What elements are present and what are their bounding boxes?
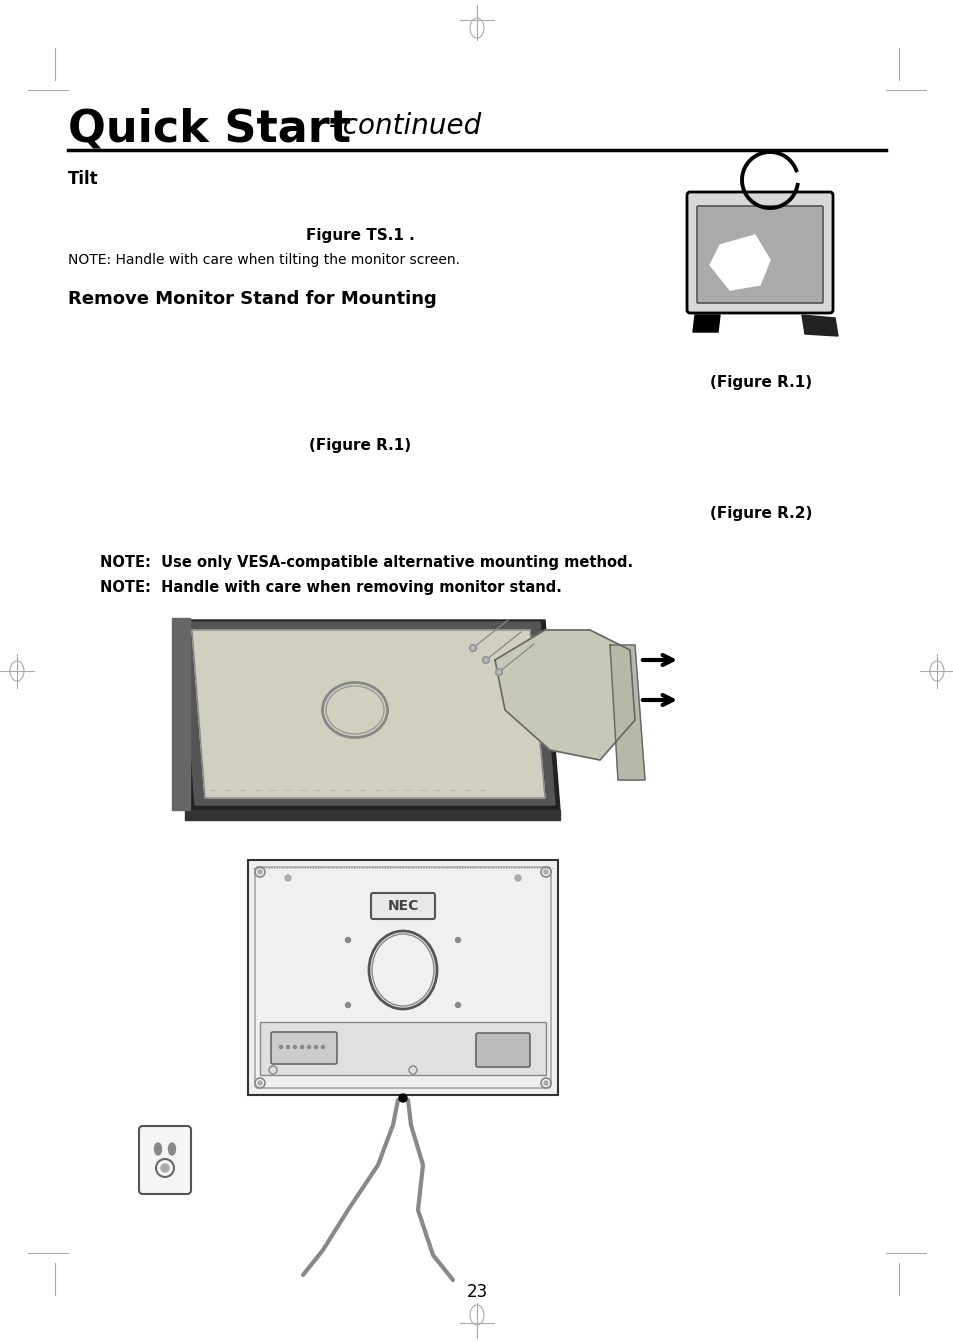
Polygon shape bbox=[172, 618, 190, 810]
Bar bbox=[248, 860, 558, 1095]
Circle shape bbox=[497, 670, 500, 673]
Ellipse shape bbox=[154, 1143, 161, 1155]
Text: Quick Start: Quick Start bbox=[68, 107, 351, 150]
Text: NOTE:  Use only VESA-compatible alternative mounting method.: NOTE: Use only VESA-compatible alternati… bbox=[100, 555, 633, 569]
Circle shape bbox=[321, 1045, 324, 1049]
Circle shape bbox=[300, 1045, 303, 1049]
Polygon shape bbox=[192, 630, 544, 798]
Circle shape bbox=[495, 669, 502, 676]
Circle shape bbox=[294, 1045, 296, 1049]
Text: Remove Monitor Stand for Mounting: Remove Monitor Stand for Mounting bbox=[68, 290, 436, 308]
Circle shape bbox=[455, 937, 460, 943]
Text: 23: 23 bbox=[466, 1283, 487, 1301]
Circle shape bbox=[345, 937, 350, 943]
Circle shape bbox=[469, 645, 476, 651]
Circle shape bbox=[543, 1081, 547, 1085]
Circle shape bbox=[484, 658, 487, 662]
Text: (Figure R.2): (Figure R.2) bbox=[709, 506, 812, 521]
Circle shape bbox=[161, 1164, 169, 1172]
Text: (Figure R.1): (Figure R.1) bbox=[709, 375, 811, 389]
Circle shape bbox=[515, 876, 520, 881]
Circle shape bbox=[471, 646, 474, 650]
Text: (Figure R.1): (Figure R.1) bbox=[309, 438, 411, 453]
Circle shape bbox=[455, 1002, 460, 1007]
Polygon shape bbox=[495, 630, 635, 760]
Polygon shape bbox=[182, 622, 555, 804]
Text: Figure TS.1 .: Figure TS.1 . bbox=[305, 228, 414, 243]
Circle shape bbox=[482, 657, 489, 663]
Polygon shape bbox=[174, 620, 559, 810]
Polygon shape bbox=[709, 235, 769, 290]
Circle shape bbox=[285, 876, 291, 881]
FancyBboxPatch shape bbox=[697, 205, 822, 304]
Circle shape bbox=[345, 1002, 350, 1007]
Polygon shape bbox=[692, 316, 720, 332]
Polygon shape bbox=[609, 645, 644, 780]
Text: NOTE: Handle with care when tilting the monitor screen.: NOTE: Handle with care when tilting the … bbox=[68, 252, 459, 267]
FancyBboxPatch shape bbox=[271, 1031, 336, 1064]
Text: –continued: –continued bbox=[319, 111, 480, 140]
Circle shape bbox=[257, 870, 262, 874]
Circle shape bbox=[307, 1045, 310, 1049]
Circle shape bbox=[286, 1045, 289, 1049]
Circle shape bbox=[543, 870, 547, 874]
FancyBboxPatch shape bbox=[686, 192, 832, 313]
Polygon shape bbox=[185, 810, 559, 821]
FancyBboxPatch shape bbox=[139, 1125, 191, 1194]
Circle shape bbox=[257, 1081, 262, 1085]
Polygon shape bbox=[801, 316, 837, 336]
FancyBboxPatch shape bbox=[476, 1033, 530, 1066]
Text: NEC: NEC bbox=[387, 898, 418, 913]
Circle shape bbox=[314, 1045, 317, 1049]
FancyBboxPatch shape bbox=[371, 893, 435, 919]
Text: Tilt: Tilt bbox=[68, 171, 98, 188]
Circle shape bbox=[398, 1095, 407, 1103]
Ellipse shape bbox=[169, 1143, 175, 1155]
Text: NOTE:  Handle with care when removing monitor stand.: NOTE: Handle with care when removing mon… bbox=[100, 580, 561, 595]
Bar bbox=[260, 1022, 545, 1074]
Circle shape bbox=[279, 1045, 282, 1049]
